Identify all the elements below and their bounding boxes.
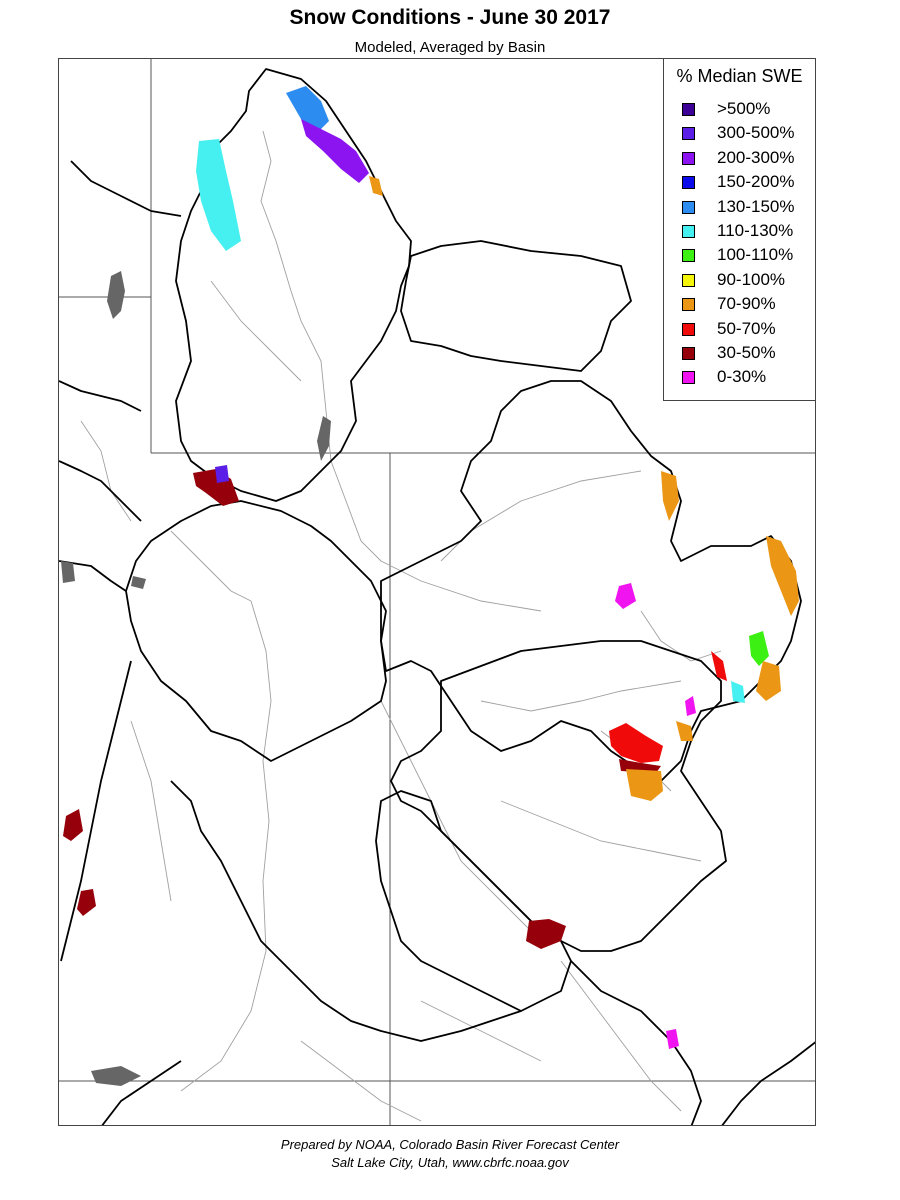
legend-label: 200-300%: [717, 147, 795, 167]
legend-label: 90-100%: [717, 269, 786, 289]
snow-patch-50-70: [711, 651, 727, 681]
river: [300, 1040, 422, 1122]
snow-patch-70-90: [661, 471, 679, 521]
basin-boundary: [375, 790, 572, 1012]
lake: [131, 576, 146, 589]
legend-swatch: [682, 225, 695, 238]
legend: % Median SWE >500% 300-500% 200-300% 150-20…: [663, 58, 816, 401]
snow-patch-110-130: [196, 139, 241, 251]
lakes: [61, 271, 331, 1086]
river: [640, 610, 722, 662]
river: [500, 800, 702, 862]
basin-boundary: [170, 780, 522, 1042]
basin-boundary: [70, 160, 182, 217]
river: [560, 960, 682, 1112]
footer-location: Salt Lake City, Utah, www.cbrfc.noaa.gov: [331, 1155, 569, 1170]
snow-patch-0-30: [685, 696, 696, 716]
snow-patch-70-90: [626, 769, 663, 801]
snow-patch-30-50: [526, 919, 566, 949]
legend-swatch: [682, 298, 695, 312]
legend-swatch: [682, 347, 695, 360]
lake: [61, 561, 75, 583]
footer-credit: Prepared by NOAA, Colorado Basin River F…: [280, 1137, 620, 1152]
map-title: Snow Conditions - June 30 2017: [289, 6, 611, 29]
legend-label: 130-150%: [717, 196, 795, 216]
basin-boundary: [570, 960, 702, 1125]
map-subtitle: Modeled, Averaged by Basin: [354, 39, 546, 56]
snow-patch-130-150: [286, 86, 329, 131]
snow-patch-300-500: [215, 465, 229, 483]
legend-label: 110-130%: [717, 221, 794, 240]
river: [130, 720, 172, 902]
river: [480, 680, 682, 712]
basin-boundary: [721, 1041, 815, 1125]
snow-patch-0-30: [666, 1029, 679, 1049]
snow-patch-30-50: [77, 889, 96, 916]
legend-label: 0-30%: [717, 367, 767, 387]
lake: [107, 271, 125, 319]
legend-swatch: [682, 322, 695, 336]
basin-boundary: [59, 380, 142, 412]
snow-patch-100-110: [749, 631, 769, 666]
basin-boundary: [390, 640, 727, 952]
basin-boundary: [175, 68, 412, 502]
river: [420, 1000, 542, 1062]
snow-patch-0-30: [615, 583, 636, 609]
legend-label: >500%: [717, 99, 771, 118]
legend-label: 70-90%: [717, 294, 776, 314]
river: [440, 470, 642, 562]
legend-label: 300-500%: [717, 123, 795, 143]
legend-swatch: [682, 200, 695, 214]
snow-patch-70-90: [766, 536, 799, 616]
lake: [91, 1066, 141, 1086]
legend-label: 50-70%: [717, 318, 776, 338]
river: [80, 420, 132, 522]
legend-swatch: [682, 371, 695, 385]
basin-boundary: [59, 560, 127, 592]
river: [210, 280, 302, 382]
snow-patch-70-90: [756, 661, 781, 701]
snow-patch-30-50: [63, 809, 83, 841]
basin-boundary: [101, 1060, 182, 1125]
snow-patch-200-300: [301, 119, 369, 183]
legend-swatch: [682, 151, 695, 165]
river: [260, 130, 332, 462]
basin-map: [59, 59, 815, 1125]
legend-title: % Median SWE: [676, 66, 803, 86]
river: [180, 600, 272, 1092]
river: [330, 460, 542, 612]
legend-label: 100-110%: [717, 245, 794, 265]
state-boundaries: [59, 59, 815, 1125]
legend-swatch: [682, 127, 695, 141]
legend-swatch: [682, 249, 695, 263]
legend-label: 150-200%: [717, 172, 795, 192]
snow-patch-70-90: [369, 176, 383, 196]
snow-patch-50-70: [609, 723, 663, 763]
snow-patch-110-130: [731, 681, 745, 703]
river: [170, 530, 252, 602]
basin-boundary: [60, 660, 132, 962]
basin-boundary: [400, 240, 632, 372]
basin-boundary: [59, 460, 142, 522]
legend-label: 30-50%: [717, 343, 776, 362]
basin-boundary: [380, 380, 802, 782]
legend-swatch: [682, 176, 695, 190]
basin-boundary: [125, 500, 387, 762]
snow-patch-70-90: [676, 721, 693, 741]
snow-patches: [63, 86, 799, 1049]
lake: [317, 416, 331, 461]
legend-swatch: [682, 273, 695, 287]
river: [380, 700, 532, 932]
legend-swatch: [682, 103, 695, 116]
